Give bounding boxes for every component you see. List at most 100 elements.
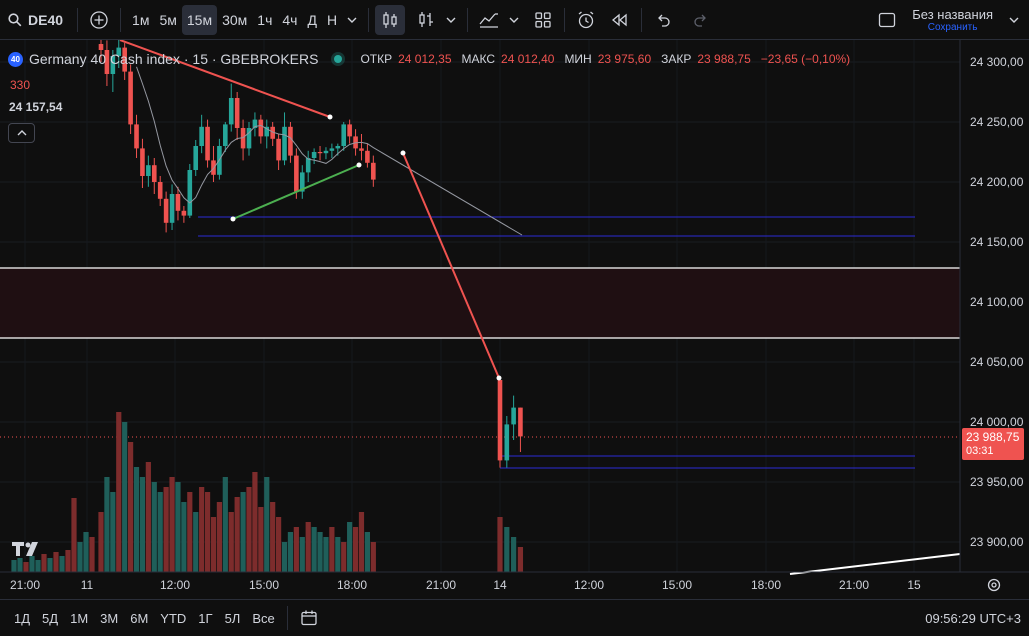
candle-body <box>234 98 240 128</box>
close-label: ЗАКР <box>661 52 692 66</box>
timeframe-4h[interactable]: 4ч <box>282 11 298 28</box>
range-5d[interactable]: 5Д <box>42 610 59 626</box>
candle-body <box>252 119 258 128</box>
chart-type-dropdown[interactable] <box>441 5 461 35</box>
timeframe-5m[interactable]: 5м <box>159 11 177 28</box>
volume-bar <box>122 422 128 572</box>
volume-bar <box>47 558 53 572</box>
range-5y[interactable]: 5Л <box>224 610 241 626</box>
chevron-up-icon <box>17 130 26 136</box>
volume-bar <box>175 482 181 572</box>
compare-add-button[interactable] <box>84 5 114 35</box>
range-3m[interactable]: 3М <box>100 610 119 626</box>
candle-body <box>240 128 246 149</box>
timeframe-week[interactable]: Н <box>326 11 338 28</box>
timeframe-day[interactable]: Д <box>307 11 317 28</box>
time-tick-label: 11 <box>81 578 94 592</box>
candle-body <box>371 162 376 180</box>
candle-body <box>365 150 370 163</box>
price-tick-label: 24 150,00 <box>970 235 1024 249</box>
candle-body <box>246 128 252 149</box>
candle-body <box>294 155 299 192</box>
volume-bar <box>187 492 193 572</box>
chevron-down-icon <box>446 17 456 23</box>
indicators-dropdown[interactable] <box>504 5 524 35</box>
range-1m[interactable]: 1М <box>70 610 89 626</box>
candle-body <box>181 210 187 216</box>
volume-bar <box>504 527 510 572</box>
go-to-date-button[interactable] <box>294 603 324 633</box>
divider <box>467 7 469 32</box>
candle-body <box>347 124 352 137</box>
save-link[interactable]: Сохранить <box>927 22 978 33</box>
volume-bar <box>151 482 157 572</box>
tradingview-logo[interactable] <box>12 541 44 560</box>
redo-button[interactable] <box>686 5 716 35</box>
symbol-search[interactable]: DE40 <box>0 5 71 35</box>
layout-manager[interactable]: Без названия Сохранить <box>872 0 1029 40</box>
collapse-legend-button[interactable] <box>8 123 35 143</box>
low-label: МИН <box>564 52 592 66</box>
layout-name-block[interactable]: Без названия Сохранить <box>912 7 993 33</box>
gear-icon <box>987 578 1001 592</box>
volume-bar <box>83 532 89 572</box>
range-1d[interactable]: 1Д <box>14 610 31 626</box>
time-tick-label: 21:00 <box>10 578 40 592</box>
trendline-point <box>327 114 333 120</box>
candle-body <box>511 407 516 425</box>
undo-button[interactable] <box>648 5 678 35</box>
timeframe-30m[interactable]: 30м <box>222 11 248 28</box>
timeframe-1h[interactable]: 1ч <box>257 11 273 28</box>
range-all[interactable]: Все <box>252 610 275 626</box>
trendline-point <box>496 375 502 381</box>
candle-body <box>146 165 151 176</box>
volume-bar <box>157 492 163 572</box>
volume-bar <box>29 556 35 572</box>
volume-bar <box>17 558 23 572</box>
candle-body <box>175 194 181 211</box>
volume-bar <box>204 492 211 572</box>
range-ytd[interactable]: YTD <box>160 610 187 626</box>
symbol-badge: 40 <box>8 51 23 67</box>
volume-bar <box>497 517 503 572</box>
range-1y[interactable]: 1Г <box>198 610 213 626</box>
volume-bar <box>358 512 365 572</box>
candle-body <box>504 424 510 461</box>
volume-bar <box>53 552 59 572</box>
replay-button[interactable] <box>605 5 635 35</box>
alert-button[interactable] <box>571 5 601 35</box>
time-axis: 21:00 11 12:00 15:00 18:00 21:00 14 12:00 15:00 1… <box>10 578 921 592</box>
candle-body <box>187 170 193 216</box>
trendline-point <box>230 216 236 222</box>
layout-title: Без названия <box>912 7 993 22</box>
clock[interactable]: 09:56:29 UTC+3 <box>925 611 1021 626</box>
candles-chart-type-button[interactable] <box>375 4 406 35</box>
bar-style-icon <box>419 11 434 27</box>
volume-bar <box>370 542 376 572</box>
volume-bar <box>246 487 252 572</box>
price-chart[interactable]: 24 300,00 24 250,00 24 200,00 24 150,00 24 1… <box>0 40 1029 600</box>
legend-title[interactable]: Germany 40 Cash index · 15 · GBEBROKERS <box>29 51 319 67</box>
range-6m[interactable]: 6М <box>130 610 149 626</box>
timeframe-1m[interactable]: 1м <box>132 11 150 28</box>
time-tick-label: 15:00 <box>249 578 279 592</box>
volume-bar <box>216 502 222 572</box>
timeframe-dropdown[interactable] <box>342 5 362 35</box>
search-icon <box>8 12 22 26</box>
low-value: 23 975,60 <box>597 52 652 66</box>
chevron-down-icon <box>347 17 357 23</box>
layout-dropdown[interactable] <box>1003 5 1025 35</box>
indicators-button[interactable] <box>474 5 504 35</box>
rewind-icon <box>612 13 627 26</box>
layout-checkbox[interactable] <box>872 5 902 35</box>
candle-body <box>323 150 329 154</box>
chart-settings-button[interactable] <box>986 577 1002 596</box>
market-status-dot[interactable] <box>334 55 343 63</box>
timeframe-15m[interactable]: 15м <box>181 4 218 35</box>
candle-body <box>223 124 228 146</box>
bar-style-button[interactable] <box>411 5 441 35</box>
templates-button[interactable] <box>528 5 558 35</box>
indicators-icon <box>479 12 499 28</box>
divider <box>286 606 288 630</box>
square-icon <box>879 12 896 28</box>
